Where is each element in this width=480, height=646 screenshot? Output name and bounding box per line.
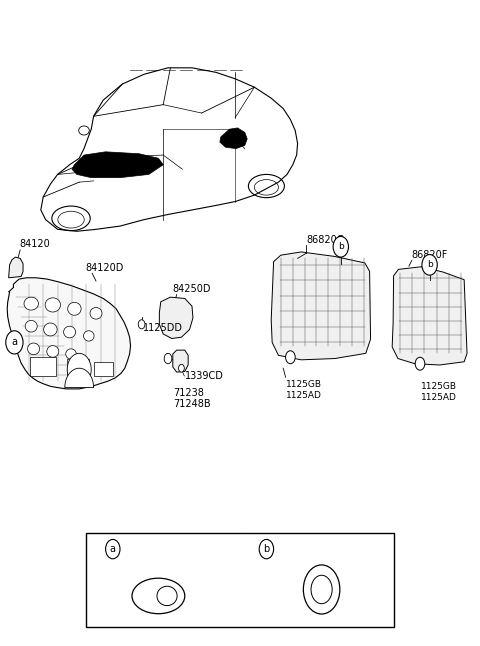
Ellipse shape	[90, 307, 102, 319]
Ellipse shape	[157, 587, 177, 606]
Text: 84219E: 84219E	[281, 543, 325, 556]
Ellipse shape	[44, 323, 57, 336]
Circle shape	[179, 364, 184, 372]
Ellipse shape	[79, 126, 89, 135]
Bar	[30, 357, 56, 376]
Bar	[94, 362, 113, 376]
Circle shape	[259, 539, 274, 559]
Text: 1339CD: 1339CD	[185, 371, 224, 381]
Ellipse shape	[47, 346, 59, 357]
Text: 1125DD: 1125DD	[143, 323, 183, 333]
Polygon shape	[220, 128, 247, 149]
Text: 86820G: 86820G	[306, 236, 345, 245]
Ellipse shape	[66, 349, 76, 359]
Circle shape	[303, 565, 340, 614]
Ellipse shape	[28, 343, 39, 355]
Ellipse shape	[63, 326, 75, 338]
Circle shape	[422, 255, 437, 275]
Ellipse shape	[68, 302, 81, 315]
Text: a: a	[110, 544, 116, 554]
Circle shape	[164, 353, 172, 364]
Text: 1125GB: 1125GB	[420, 382, 456, 391]
Text: 1125AD: 1125AD	[286, 391, 322, 400]
Polygon shape	[173, 350, 188, 372]
Circle shape	[67, 353, 91, 386]
Text: 84250D: 84250D	[173, 284, 211, 294]
Polygon shape	[392, 267, 467, 365]
Text: 84147: 84147	[127, 543, 165, 556]
Text: 71238: 71238	[173, 388, 204, 397]
Text: b: b	[263, 544, 270, 554]
Circle shape	[138, 320, 145, 329]
Text: 84120D: 84120D	[85, 263, 124, 273]
Text: b: b	[338, 242, 344, 251]
Text: 1125AD: 1125AD	[420, 393, 456, 402]
Circle shape	[333, 236, 348, 257]
Polygon shape	[72, 152, 163, 178]
Circle shape	[415, 357, 425, 370]
Ellipse shape	[84, 331, 94, 341]
Polygon shape	[9, 257, 23, 278]
Circle shape	[6, 331, 23, 354]
Circle shape	[286, 351, 295, 364]
Text: b: b	[427, 260, 432, 269]
Circle shape	[106, 539, 120, 559]
Polygon shape	[159, 297, 193, 339]
Ellipse shape	[132, 578, 185, 614]
Polygon shape	[271, 252, 371, 360]
Text: 1125GB: 1125GB	[286, 380, 322, 389]
Text: a: a	[12, 337, 17, 348]
Bar	[67, 359, 89, 375]
Ellipse shape	[25, 320, 37, 332]
Text: 71248B: 71248B	[173, 399, 210, 408]
Text: 86820F: 86820F	[412, 250, 448, 260]
Ellipse shape	[24, 297, 38, 310]
Bar	[86, 533, 394, 627]
Circle shape	[311, 575, 332, 603]
Ellipse shape	[45, 298, 60, 312]
Text: 84120: 84120	[19, 240, 50, 249]
Wedge shape	[65, 368, 94, 388]
Polygon shape	[7, 278, 131, 389]
